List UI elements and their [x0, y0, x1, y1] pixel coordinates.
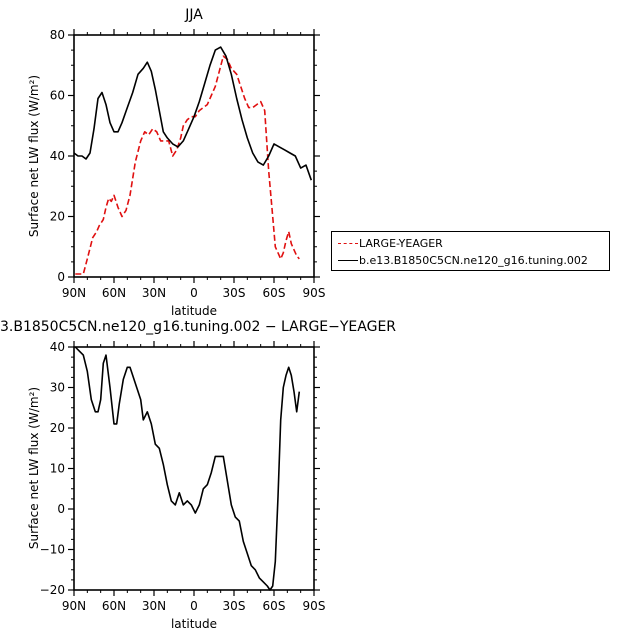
- top-xtick-label: 90N: [62, 286, 86, 300]
- bottom-xtick-label: 30S: [223, 599, 246, 613]
- top-xtick-label: 60N: [102, 286, 126, 300]
- legend-swatch-dashed-red: [338, 242, 358, 244]
- bottom-xtick-label: 90N: [62, 599, 86, 613]
- top-ytick-label: 60: [50, 89, 65, 103]
- legend-label-model: b.e13.B1850C5CN.ne120_g16.tuning.002: [359, 253, 588, 267]
- top-xlabel: latitude: [171, 304, 217, 318]
- bottom-ytick-label: 20: [50, 421, 65, 435]
- top-ytick-label: 40: [50, 149, 65, 163]
- top-ytick-label: 0: [57, 270, 65, 284]
- bottom-chart: 3.B1850C5CN.ne120_g16.tuning.002 − LARGE…: [0, 319, 396, 631]
- top-ytick-label: 20: [50, 210, 65, 224]
- top-xtick-label: 0: [190, 286, 198, 300]
- top-xtick-label: 60S: [263, 286, 286, 300]
- bottom-ytick-label: −10: [40, 543, 65, 557]
- bottom-series-line-0: [74, 346, 301, 591]
- bottom-ytick-label: −20: [40, 583, 65, 597]
- top-series-line-1: [73, 46, 313, 181]
- bottom-series-group: [74, 346, 301, 591]
- bottom-ytick-label: 40: [50, 340, 65, 354]
- bottom-xtick-label: 60S: [263, 599, 286, 613]
- legend-swatch-solid-black: [338, 259, 358, 261]
- top-xtick-label: 30S: [223, 286, 246, 300]
- legend-label-large-yeager: LARGE-YEAGER: [359, 236, 443, 250]
- legend-item-model: b.e13.B1850C5CN.ne120_g16.tuning.002: [338, 253, 588, 267]
- top-plot-frame: [73, 34, 315, 278]
- bottom-ytick-label: 0: [57, 502, 65, 516]
- bottom-xlabel: latitude: [171, 617, 217, 631]
- bottom-xtick-label: 30N: [142, 599, 166, 613]
- bottom-xtick-label: 0: [190, 599, 198, 613]
- legend: LARGE-YEAGER b.e13.B1850C5CN.ne120_g16.t…: [331, 231, 610, 271]
- bottom-chart-title: 3.B1850C5CN.ne120_g16.tuning.002 − LARGE…: [0, 319, 396, 335]
- bottom-xtick-label: 60N: [102, 599, 126, 613]
- bottom-ylabel: Surface net LW flux (W/m²): [27, 387, 41, 549]
- top-series-line-0: [75, 55, 300, 275]
- legend-item-large-yeager: LARGE-YEAGER: [338, 236, 443, 250]
- bottom-xtick-label: 90S: [303, 599, 326, 613]
- bottom-ytick-label: 10: [50, 462, 65, 476]
- bottom-ytick-label: 30: [50, 381, 65, 395]
- bottom-axes: 90N 60N 30N 0 30S 60S 90S −20 −10 0 10 20 30 40: [40, 340, 326, 613]
- top-xtick-label: 30N: [142, 286, 166, 300]
- top-ytick-label: 80: [50, 28, 65, 42]
- top-axes: 90N 60N 30N 0 30S 60S 90S 0 20 40 60 80: [50, 28, 326, 300]
- top-xtick-label: 90S: [303, 286, 326, 300]
- top-ylabel: Surface net LW flux (W/m²): [27, 75, 41, 237]
- top-series-group: [73, 46, 313, 275]
- top-chart-title: JJA: [184, 7, 203, 23]
- top-chart: JJA 90N 60N 30N 0 30S 60S 90S 0 20 40 60 80 latitud…: [27, 7, 325, 318]
